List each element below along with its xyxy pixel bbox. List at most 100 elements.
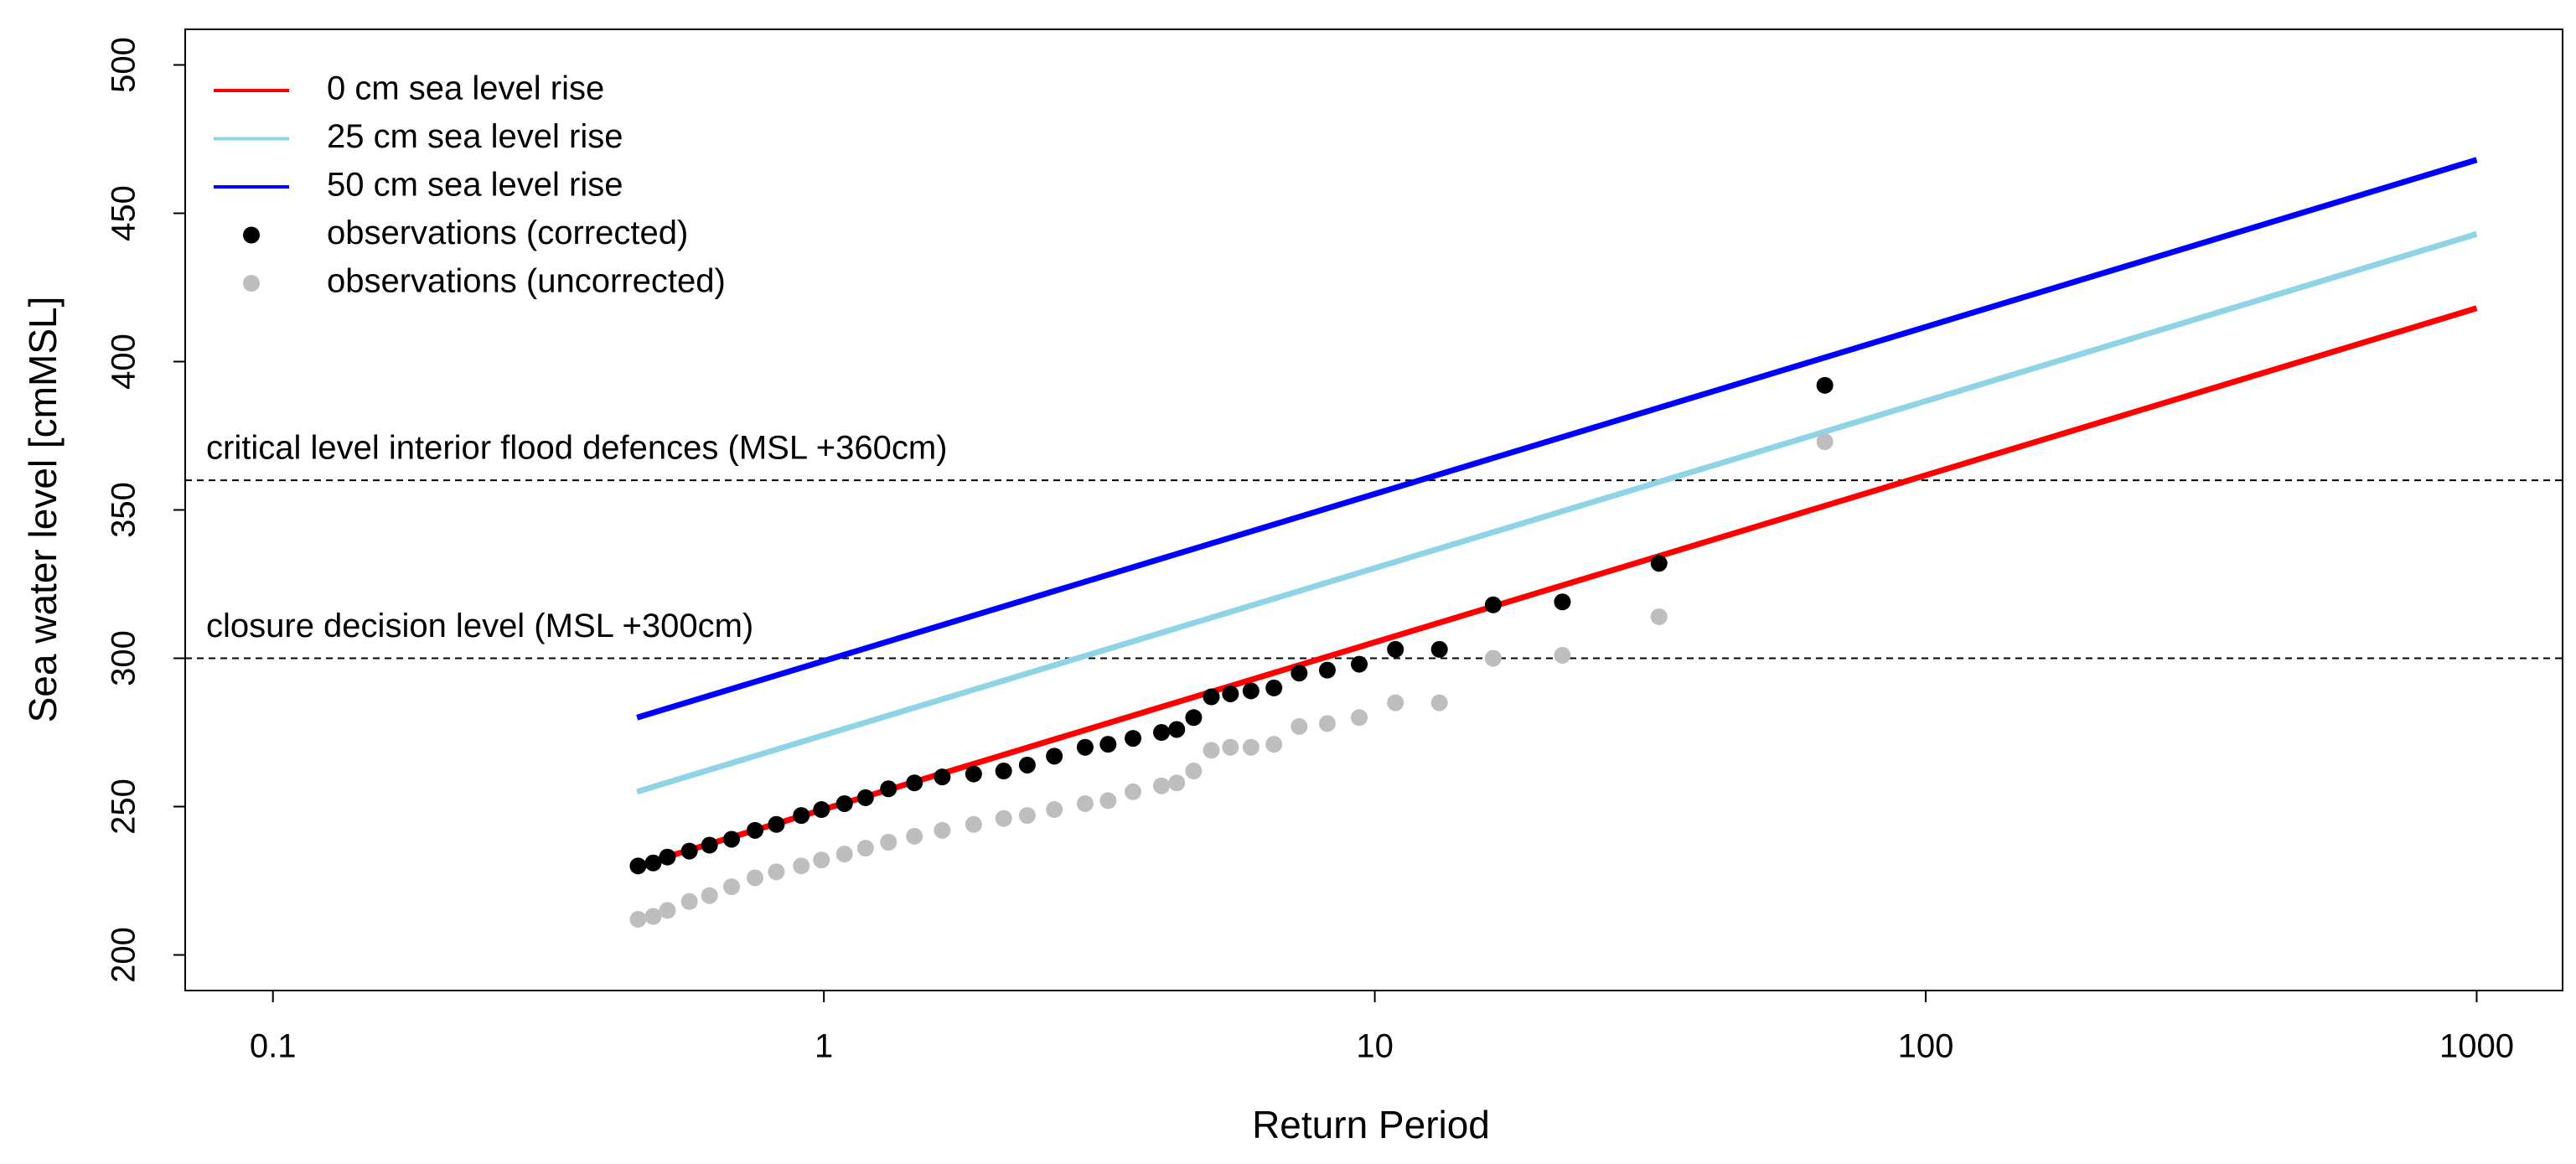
data-point [1318,715,1336,732]
data-point [1125,783,1142,800]
data-point [1484,649,1502,667]
data-point [1816,433,1834,451]
data-point [1099,792,1117,810]
data-point [701,836,718,854]
data-point [659,902,676,919]
y-tick-label: 450 [106,185,142,241]
y-tick-label: 400 [106,334,142,390]
data-point [835,846,853,863]
data-point [1168,721,1186,738]
data-point [1203,742,1220,759]
data-point [1430,640,1448,658]
y-tick-label: 350 [106,482,142,538]
data-point [1046,748,1063,765]
data-point [1153,777,1171,794]
y-tick-label: 500 [106,37,142,93]
data-point [1242,682,1260,700]
data-point [995,763,1012,780]
data-point [965,815,982,833]
data-point [1554,646,1571,664]
legend-label: 50 cm sea level rise [327,167,623,204]
y-axis-title: Sea water level [cmMSL] [21,297,65,723]
data-point [1430,694,1448,711]
series-line [636,157,2478,721]
data-point [629,857,647,875]
x-tick-label: 1000 [2439,1028,2514,1065]
series-line [636,230,2478,795]
data-point [813,801,830,819]
data-point [1291,665,1308,682]
legend-label: 25 cm sea level rise [327,118,623,155]
data-point [701,887,718,904]
y-tick-label: 300 [106,630,142,686]
data-point [1125,730,1142,748]
data-point [659,848,676,866]
data-point [906,827,923,845]
data-point [793,807,810,825]
x-tick-label: 1 [815,1028,833,1065]
data-point [1484,596,1502,613]
data-point [1222,738,1239,756]
data-point [768,863,785,881]
data-point [1291,717,1308,735]
data-point [965,765,982,783]
data-point [856,840,874,857]
legend-label: observations (uncorrected) [327,263,726,300]
data-point [880,833,897,851]
legend-label: 0 cm sea level rise [327,70,604,107]
data-point [747,821,764,839]
data-point [1387,694,1404,711]
data-point [813,851,830,869]
data-point [1099,736,1117,753]
data-point [1168,774,1186,792]
data-point [1153,724,1171,742]
data-point [644,908,662,925]
data-point [1650,608,1668,625]
data-point [856,789,874,806]
data-point [1222,685,1239,702]
data-point [629,911,647,929]
x-tick-label: 0.1 [250,1028,297,1065]
data-point [644,854,662,872]
data-point [768,815,785,833]
data-point [1203,688,1220,706]
reference-label: closure decision level (MSL +300cm) [206,608,753,644]
data-point [880,780,897,798]
data-point [793,857,810,875]
legend-swatch [243,226,260,244]
data-point [1076,794,1094,812]
data-point [835,794,853,812]
data-point [1351,655,1368,673]
data-point [1018,756,1036,773]
y-tick-label: 200 [106,927,142,983]
data-point [1816,376,1834,394]
x-tick-label: 10 [1356,1028,1394,1065]
data-point [995,810,1012,827]
data-point [1076,738,1094,756]
data-point [1242,738,1260,756]
data-point [680,892,698,910]
data-point [1318,661,1336,679]
x-axis-title: Return Period [1252,1103,1490,1146]
data-point [1351,709,1368,727]
legend-swatch [243,275,260,292]
data-point [723,878,741,896]
data-point [1046,801,1063,819]
data-point [747,869,764,887]
data-point [906,774,923,792]
data-point [1265,679,1283,696]
data-point [1018,807,1036,825]
data-point [1650,555,1668,572]
y-tick-label: 250 [106,779,142,835]
reference-label: critical level interior flood defences (… [206,430,947,467]
data-point [1554,593,1571,611]
x-tick-label: 100 [1898,1028,1954,1065]
data-point [1265,736,1283,753]
legend-label: observations (corrected) [327,215,688,251]
data-point [1387,640,1404,658]
data-point [1185,709,1203,727]
data-point [680,842,698,860]
data-point [934,768,951,786]
